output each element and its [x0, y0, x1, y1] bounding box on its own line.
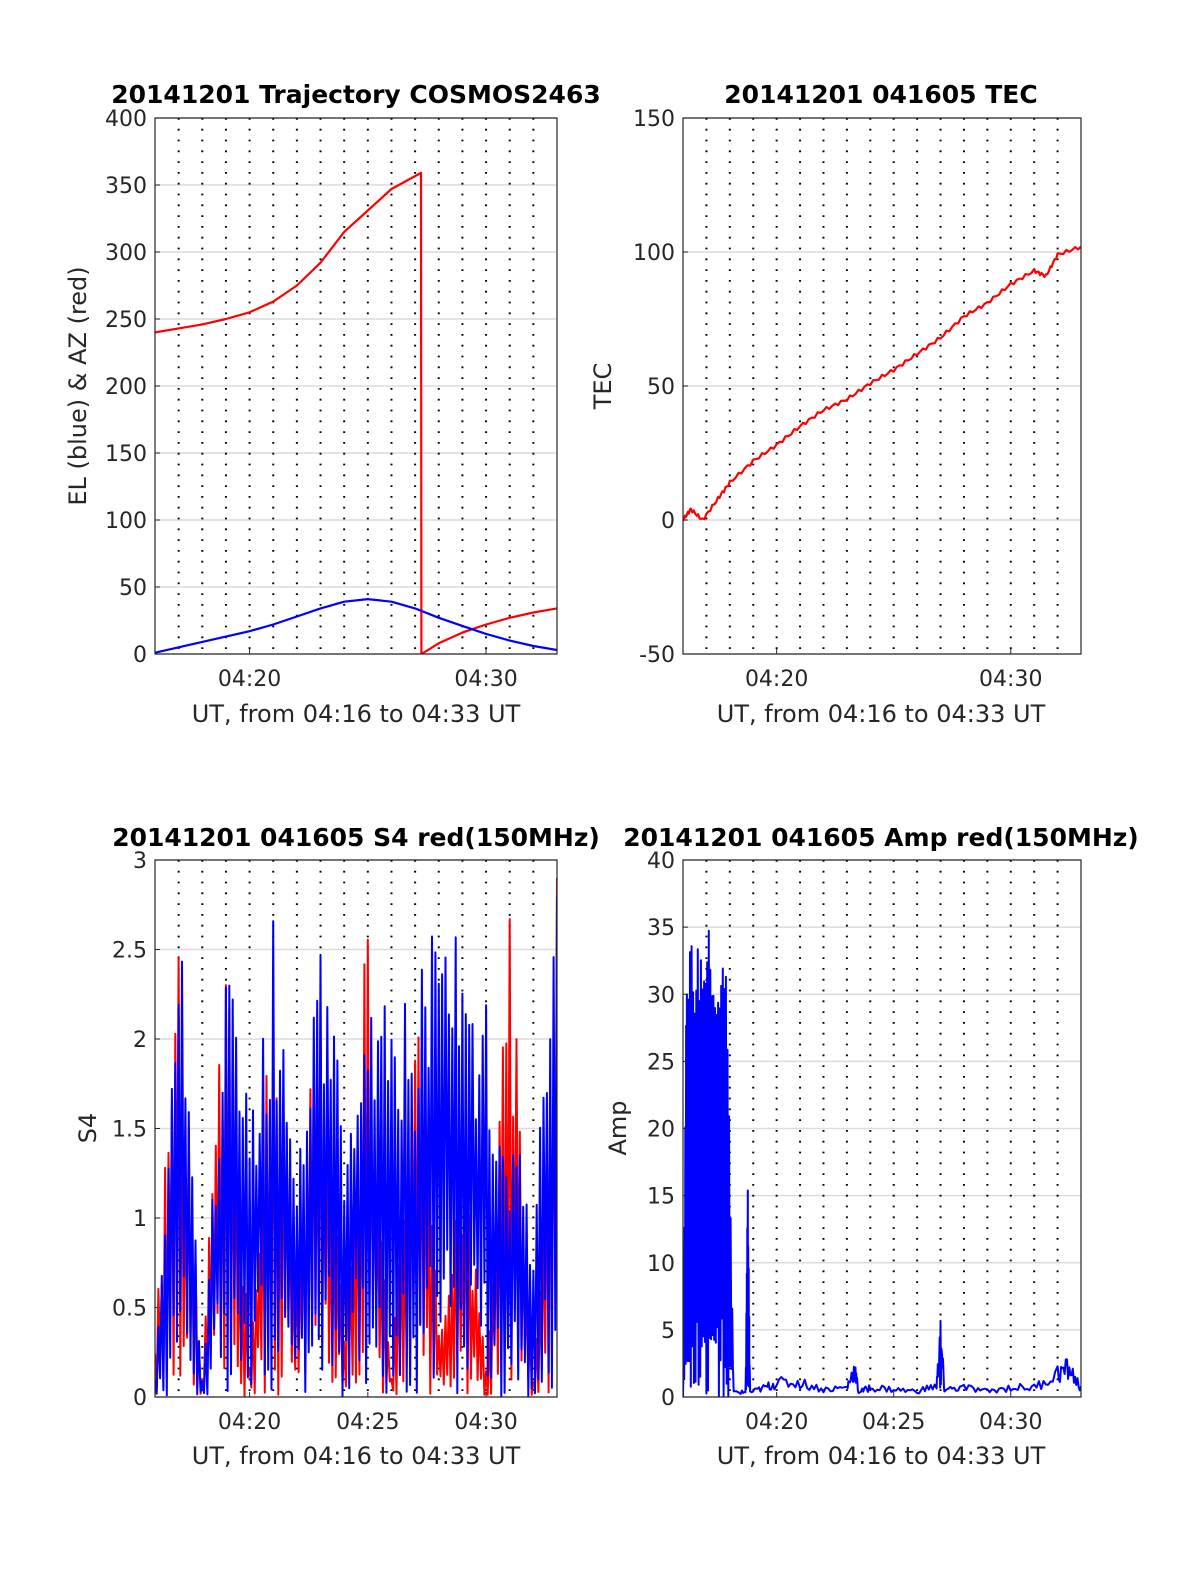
panel-amp: 20141201 041605 Amp red(150MHz) 04:20 04:… [604, 823, 1139, 1470]
y-axis-label: Amp [604, 1100, 632, 1155]
chart-title: 20141201 041605 S4 red(150MHz) [112, 823, 600, 852]
y-tick-label: -50 [639, 643, 675, 668]
y-tick-label: 0 [661, 509, 675, 534]
x-tick-label: 04:20 [745, 667, 808, 692]
y-tick-label: 100 [105, 509, 147, 534]
x-axis-label: UT, from 04:16 to 04:33 UT [717, 700, 1046, 728]
y-tick-label: 5 [661, 1319, 675, 1344]
x-tick-label: 04:20 [218, 667, 281, 692]
y-tick-label: 50 [119, 576, 147, 601]
y-tick-label: 25 [647, 1050, 675, 1075]
chart-title: 20141201 041605 Amp red(150MHz) [623, 823, 1139, 852]
y-tick-label: 0.5 [112, 1297, 147, 1322]
x-tick-label: 04:25 [336, 1410, 399, 1435]
y-tick-label: 3 [133, 849, 147, 874]
y-tick-label: 200 [105, 375, 147, 400]
panel-s4: 20141201 041605 S4 red(150MHz) 04:20 04:2… [74, 823, 600, 1470]
panel-tec: 20141201 041605 TEC 04:20 04:30 -50 0 50 100 1… [589, 80, 1082, 728]
y-tick-label: 350 [105, 174, 147, 199]
y-tick-label: 250 [105, 308, 147, 333]
y-tick-label: 15 [647, 1185, 675, 1210]
y-tick-label: 0 [133, 643, 147, 668]
x-axis-label: UT, from 04:16 to 04:33 UT [192, 700, 521, 728]
y-tick-label: 40 [647, 849, 675, 874]
panel-trajectory: 20141201 Trajectory COSMOS2463 04:20 04:3… [64, 80, 601, 728]
y-tick-label: 35 [647, 916, 675, 941]
y-tick-label: 150 [105, 442, 147, 467]
chart-title: 20141201 041605 TEC [724, 80, 1037, 109]
y-tick-label: 2 [133, 1028, 147, 1053]
data-series [155, 598, 557, 654]
axes-frame [154, 117, 558, 655]
data-series [683, 929, 1081, 1397]
y-tick-label: 10 [647, 1252, 675, 1277]
data-series [683, 245, 1081, 522]
axes-frame [154, 859, 558, 1398]
x-tick-label: 04:30 [979, 667, 1042, 692]
y-tick-label: 2.5 [112, 939, 147, 964]
x-tick-label: 04:25 [862, 1410, 925, 1435]
y-axis-label: S4 [74, 1113, 102, 1144]
data-series [155, 171, 557, 654]
chart-title: 20141201 Trajectory COSMOS2463 [111, 80, 601, 109]
y-tick-label: 150 [633, 107, 675, 132]
y-tick-label: 0 [661, 1386, 675, 1411]
x-tick-label: 04:20 [218, 1410, 281, 1435]
y-tick-label: 50 [647, 375, 675, 400]
data-series [155, 895, 557, 1397]
axes-frame [682, 859, 1082, 1398]
y-tick-label: 1.5 [112, 1118, 147, 1143]
y-tick-label: 400 [105, 107, 147, 132]
y-tick-label: 30 [647, 983, 675, 1008]
y-tick-label: 100 [633, 241, 675, 266]
y-tick-label: 300 [105, 241, 147, 266]
x-tick-label: 04:20 [745, 1410, 808, 1435]
x-tick-label: 04:30 [454, 667, 517, 692]
y-tick-label: 0 [133, 1386, 147, 1411]
y-tick-label: 20 [647, 1118, 675, 1143]
y-axis-label: TEC [589, 363, 617, 411]
x-tick-label: 04:30 [979, 1410, 1042, 1435]
y-axis-label: EL (blue) & AZ (red) [64, 266, 92, 505]
x-axis-label: UT, from 04:16 to 04:33 UT [717, 1442, 1046, 1470]
x-tick-label: 04:30 [454, 1410, 517, 1435]
y-tick-label: 1 [133, 1207, 147, 1232]
x-axis-label: UT, from 04:16 to 04:33 UT [192, 1442, 521, 1470]
axes-frame [682, 117, 1082, 655]
